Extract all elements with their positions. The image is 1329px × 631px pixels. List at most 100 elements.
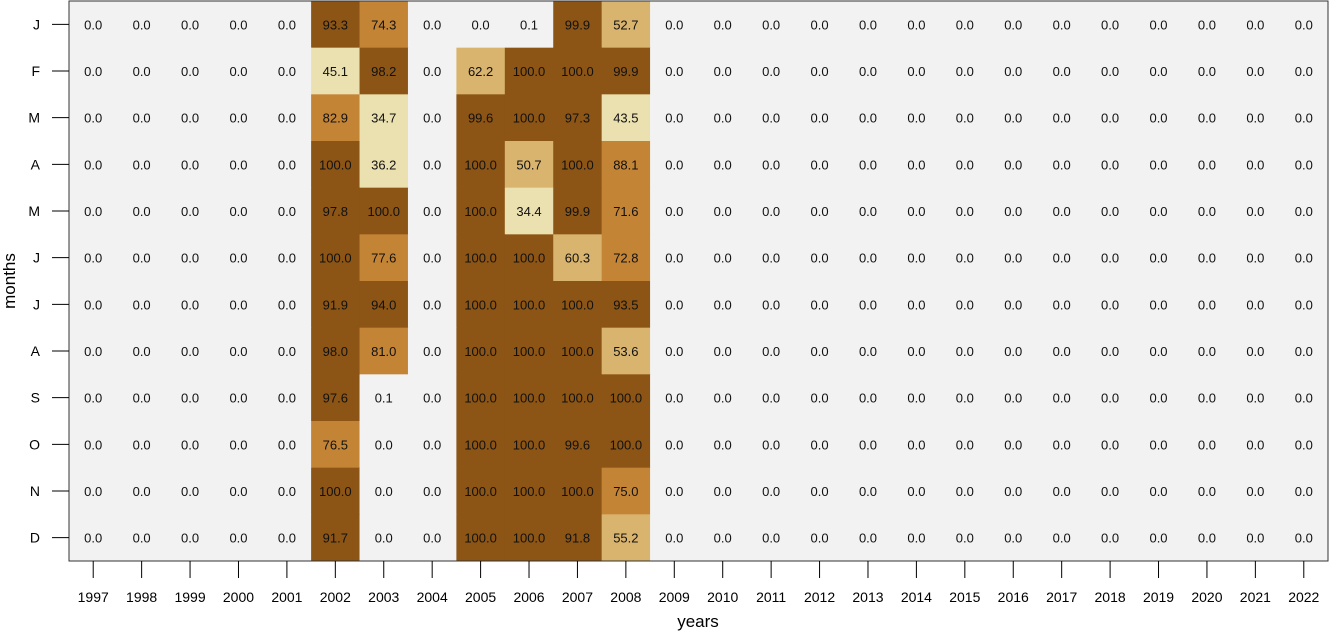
- cell-value-label: 0.0: [84, 204, 102, 219]
- cell-value-label: 0.0: [1246, 437, 1264, 452]
- cell-value-label: 0.0: [1198, 437, 1216, 452]
- cell-value-label: 0.0: [1004, 251, 1022, 266]
- cell-value-label: 0.0: [1295, 531, 1313, 546]
- cell-value-label: 0.0: [1149, 17, 1167, 32]
- y-tick-label: S: [31, 390, 40, 406]
- cell-value-label: 100.0: [464, 391, 497, 406]
- cell-value-label: 0.0: [907, 251, 925, 266]
- cell-value-label: 0.0: [1004, 157, 1022, 172]
- x-tick-label: 2005: [465, 589, 496, 605]
- cell-value-label: 0.0: [1198, 17, 1216, 32]
- cell-value-label: 0.0: [1198, 531, 1216, 546]
- cell-value-label: 0.0: [762, 437, 780, 452]
- cell-value-label: 71.6: [613, 204, 638, 219]
- cell-value-label: 0.0: [859, 531, 877, 546]
- cell-value-label: 0.0: [278, 297, 296, 312]
- cell-value-label: 81.0: [371, 344, 396, 359]
- cell-value-label: 0.0: [1295, 391, 1313, 406]
- cell-value-label: 100.0: [561, 344, 594, 359]
- cell-value-label: 0.0: [1053, 17, 1071, 32]
- cell-value-label: 34.7: [371, 111, 396, 126]
- cell-value-label: 0.0: [762, 157, 780, 172]
- cell-value-label: 0.0: [1295, 344, 1313, 359]
- cell-value-label: 0.0: [1053, 111, 1071, 126]
- x-tick-label: 2004: [417, 589, 448, 605]
- cell-value-label: 0.0: [84, 111, 102, 126]
- y-tick-label: O: [29, 436, 40, 452]
- cell-value-label: 0.0: [1149, 344, 1167, 359]
- cell-value-label: 0.0: [665, 111, 683, 126]
- cell-value-label: 0.0: [907, 157, 925, 172]
- cell-value-label: 0.0: [1198, 157, 1216, 172]
- cell-value-label: 0.0: [1149, 204, 1167, 219]
- cell-value-label: 0.0: [762, 64, 780, 79]
- cell-value-label: 0.0: [956, 531, 974, 546]
- cell-value-label: 0.0: [84, 437, 102, 452]
- cell-value-label: 0.0: [1053, 437, 1071, 452]
- cell-value-label: 0.0: [859, 157, 877, 172]
- x-tick-label: 2019: [1143, 589, 1174, 605]
- cell-value-label: 0.0: [1246, 251, 1264, 266]
- cell-value-label: 0.0: [229, 204, 247, 219]
- cell-value-label: 0.0: [1149, 157, 1167, 172]
- cell-value-label: 100.0: [319, 157, 352, 172]
- cell-value-label: 0.0: [665, 484, 683, 499]
- cell-value-label: 0.0: [714, 251, 732, 266]
- cell-value-label: 0.0: [811, 251, 829, 266]
- heatmap-cells: [69, 1, 1329, 562]
- cell-value-label: 0.0: [1149, 251, 1167, 266]
- cell-value-label: 0.0: [181, 484, 199, 499]
- cell-value-label: 0.0: [1053, 484, 1071, 499]
- cell-value-label: 0.0: [1149, 484, 1167, 499]
- cell-value-label: 0.0: [956, 297, 974, 312]
- x-tick-label: 2007: [562, 589, 593, 605]
- cell-value-label: 0.0: [229, 64, 247, 79]
- cell-value-label: 0.0: [423, 204, 441, 219]
- cell-value-label: 0.0: [278, 64, 296, 79]
- cell-value-label: 100.0: [464, 204, 497, 219]
- cell-value-label: 0.0: [1246, 64, 1264, 79]
- cell-value-label: 97.3: [565, 111, 590, 126]
- cell-value-label: 0.0: [907, 391, 925, 406]
- cell-value-label: 0.0: [859, 484, 877, 499]
- cell-value-label: 0.0: [1149, 437, 1167, 452]
- cell-value-label: 0.0: [181, 297, 199, 312]
- cell-value-label: 0.0: [1149, 531, 1167, 546]
- y-tick-label: M: [28, 203, 40, 219]
- cell-value-label: 100.0: [367, 204, 400, 219]
- cell-value-label: 0.0: [1004, 204, 1022, 219]
- cell-value-label: 0.0: [907, 64, 925, 79]
- cell-value-label: 0.0: [1149, 111, 1167, 126]
- cell-value-label: 0.0: [181, 531, 199, 546]
- cell-value-label: 0.0: [859, 64, 877, 79]
- cell-value-label: 0.0: [956, 391, 974, 406]
- cell-value-label: 0.0: [907, 531, 925, 546]
- cell-value-label: 0.0: [956, 437, 974, 452]
- cell-value-label: 0.0: [1198, 344, 1216, 359]
- cell-value-label: 0.0: [423, 157, 441, 172]
- cell-value-label: 0.0: [229, 531, 247, 546]
- cell-value-label: 0.0: [762, 531, 780, 546]
- cell-value-label: 0.0: [1053, 391, 1071, 406]
- cell-value-label: 100.0: [561, 64, 594, 79]
- cell-value-label: 0.0: [714, 437, 732, 452]
- cell-value-label: 94.0: [371, 297, 396, 312]
- cell-value-label: 99.9: [613, 64, 638, 79]
- cell-value-label: 0.0: [229, 17, 247, 32]
- cell-value-label: 0.0: [181, 437, 199, 452]
- cell-value-label: 0.0: [423, 391, 441, 406]
- cell-value-label: 0.0: [278, 437, 296, 452]
- cell-value-label: 0.0: [714, 17, 732, 32]
- cell-value-label: 0.0: [665, 251, 683, 266]
- cell-value-label: 98.0: [323, 344, 348, 359]
- cell-value-label: 97.6: [323, 391, 348, 406]
- cell-value-label: 0.0: [1246, 391, 1264, 406]
- cell-value-label: 0.0: [1101, 391, 1119, 406]
- cell-value-label: 0.0: [84, 251, 102, 266]
- cell-value-label: 77.6: [371, 251, 396, 266]
- cell-value-label: 0.0: [1101, 64, 1119, 79]
- cell-value-label: 0.0: [762, 17, 780, 32]
- cell-value-label: 99.9: [565, 204, 590, 219]
- cell-value-label: 0.0: [181, 204, 199, 219]
- cell-value-label: 0.0: [907, 344, 925, 359]
